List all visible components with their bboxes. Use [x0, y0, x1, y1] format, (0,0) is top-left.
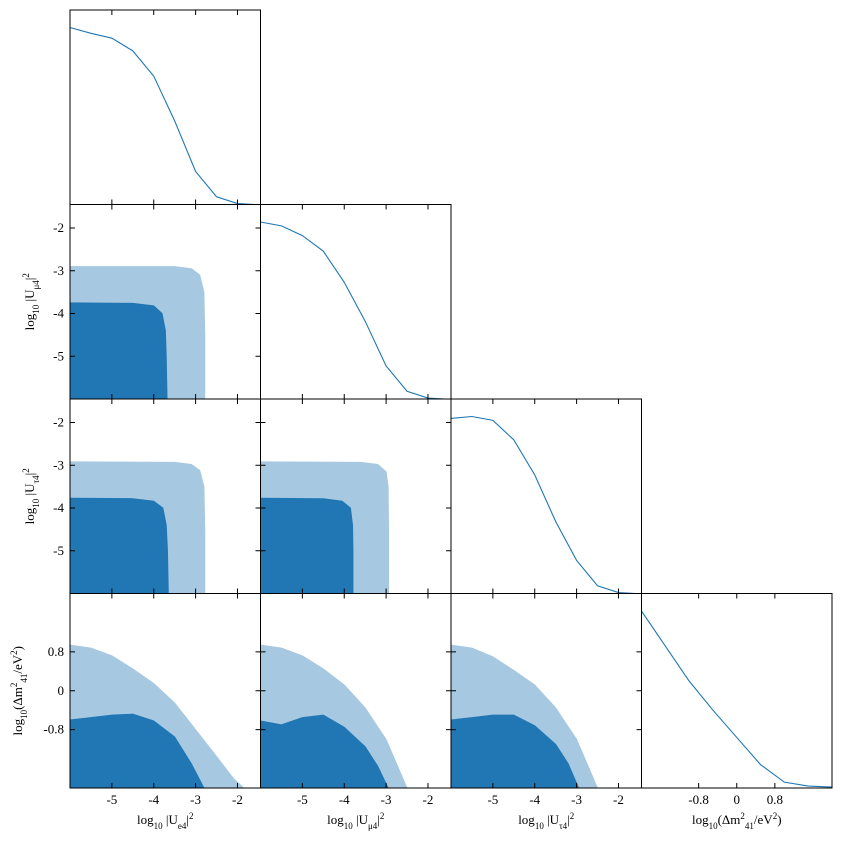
label-part: |U: [22, 483, 37, 499]
marginal-curve: [450, 415, 636, 595]
label-part: 10: [709, 821, 719, 831]
label-part: 41: [19, 674, 29, 683]
label-part: |U: [544, 812, 560, 827]
x-axis-label: log10 |Uτ4|2: [518, 811, 574, 831]
label-part: |: [567, 812, 570, 827]
label-part: 10: [31, 498, 41, 508]
x-tick-label: -2: [232, 792, 243, 807]
label-part: 2: [189, 811, 194, 821]
x-tick-label: -5: [106, 792, 117, 807]
label-part: log: [692, 812, 709, 827]
y-axis-label: log10 |Uμ4|2: [21, 273, 41, 330]
x-axis-label: log10 |Ue4|2: [137, 811, 193, 831]
x-tick-label: -5: [297, 792, 308, 807]
y-tick-label: -2: [53, 220, 64, 235]
label-part: |U: [22, 289, 37, 305]
x-tick-label: -4: [339, 792, 350, 807]
label-part: (Δm: [718, 812, 741, 827]
label-part: |: [22, 473, 37, 476]
x-tick-label: -5: [487, 792, 498, 807]
x-tick-label: -3: [381, 792, 392, 807]
x-axis-label: log10(Δm241/eV2): [692, 811, 782, 831]
label-part: log: [137, 812, 154, 827]
label-part: 2: [21, 273, 31, 278]
y-tick-label: 0.8: [48, 644, 64, 659]
panel-frame: [69, 9, 261, 205]
x-tick-label: -0.8: [688, 792, 709, 807]
label-part: μ4: [368, 821, 378, 831]
contour-region: [260, 497, 354, 594]
label-part: 2: [21, 468, 31, 473]
label-part: |: [22, 278, 37, 281]
x-tick-label: -2: [613, 792, 624, 807]
y-axis-label: log10 |Uτ4|2: [21, 468, 41, 524]
y-tick-label: -5: [53, 348, 64, 363]
x-tick-label: -2: [423, 792, 434, 807]
label-part: μ4: [31, 280, 41, 290]
y-axis-label: log10(Δm241/eV2): [9, 646, 29, 736]
x-tick-label: -4: [529, 792, 540, 807]
label-part: 10: [535, 821, 545, 831]
x-tick-label: -3: [190, 792, 201, 807]
y-tick-label: -4: [53, 306, 64, 321]
y-tick-label: -3: [53, 263, 64, 278]
label-part: 2: [773, 811, 778, 821]
label-part: τ4: [559, 821, 568, 831]
x-tick-label: 0.8: [767, 792, 783, 807]
y-tick-label: -5: [53, 543, 64, 558]
label-part: ): [10, 646, 25, 650]
label-part: log: [22, 507, 37, 524]
label-part: |U: [163, 812, 179, 827]
marginal-curve: [641, 610, 833, 788]
label-part: log: [10, 718, 25, 735]
y-tick-label: -4: [53, 500, 64, 515]
label-part: ): [777, 812, 781, 827]
label-part: e4: [178, 821, 187, 831]
label-part: /eV: [754, 812, 773, 827]
label-part: 10: [154, 821, 164, 831]
label-part: 10: [344, 821, 354, 831]
label-part: 2: [740, 811, 745, 821]
contour-region: [69, 497, 169, 594]
x-tick-label: 0: [734, 792, 741, 807]
label-part: |U: [353, 812, 369, 827]
label-part: /eV: [10, 654, 25, 673]
label-part: (Δm: [10, 687, 25, 710]
label-part: log: [518, 812, 535, 827]
label-part: 41: [745, 821, 754, 831]
label-part: 2: [380, 811, 385, 821]
label-part: 2: [9, 683, 19, 688]
y-tick-label: 0: [58, 683, 65, 698]
label-part: τ4: [31, 475, 41, 484]
label-part: 10: [19, 709, 29, 719]
label-part: |: [377, 812, 380, 827]
label-part: log: [327, 812, 344, 827]
label-part: log: [22, 313, 37, 330]
marginal-curve: [69, 26, 255, 206]
marginal-curve: [260, 221, 445, 400]
x-axis-label: log10 |Uμ4|2: [327, 811, 384, 831]
label-part: 2: [9, 650, 19, 655]
label-part: |: [186, 812, 189, 827]
x-tick-label: -3: [571, 792, 582, 807]
panel-frame: [260, 204, 452, 400]
panel-frame: [450, 398, 642, 594]
label-part: 10: [31, 304, 41, 314]
label-part: 2: [570, 811, 575, 821]
x-tick-label: -4: [148, 792, 159, 807]
y-tick-label: -2: [53, 415, 64, 430]
contour-region: [69, 302, 168, 400]
y-tick-label: -3: [53, 457, 64, 472]
panel-frame: [641, 593, 833, 789]
y-tick-label: -0.8: [43, 722, 64, 737]
